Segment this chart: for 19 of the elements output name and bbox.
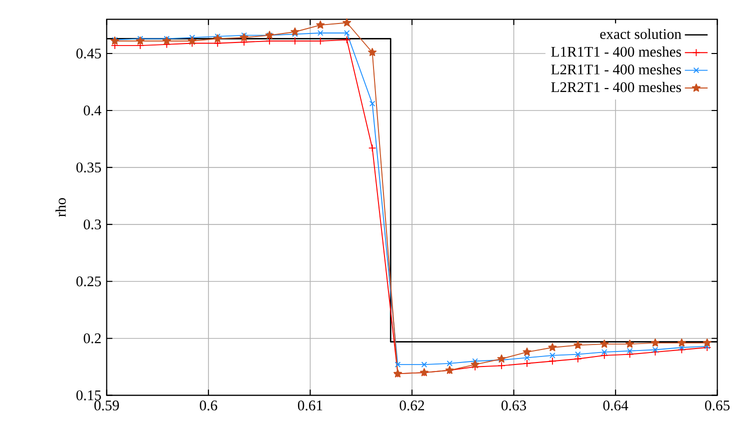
legend-label: L2R1T1 - 400 meshes bbox=[551, 64, 681, 74]
x-tick-label: 0.61 bbox=[298, 400, 322, 410]
y-tick-label: 0.45 bbox=[76, 48, 101, 58]
legend-label: L1R1T1 - 400 meshes bbox=[551, 46, 681, 57]
y-tick-label: 0.3 bbox=[84, 219, 101, 230]
x-tick-label: 0.63 bbox=[502, 400, 526, 410]
y-axis-title: rho bbox=[56, 198, 66, 217]
y-tick-label: 0.2 bbox=[84, 333, 101, 344]
x-tick-label: 0.65 bbox=[705, 400, 730, 410]
x-tick-label: 0.62 bbox=[400, 400, 424, 410]
x-tick-label: 0.64 bbox=[603, 400, 628, 410]
y-tick-label: 0.4 bbox=[84, 106, 102, 116]
legend-label: L2R2T1 - 400 meshes bbox=[551, 82, 681, 92]
y-tick-label: 0.25 bbox=[76, 276, 101, 286]
x-tick-label: 0.59 bbox=[94, 400, 119, 410]
legend-label: exact solution bbox=[600, 28, 682, 40]
y-tick-label: 0.35 bbox=[76, 162, 101, 172]
y-tick-label: 0.15 bbox=[76, 390, 101, 400]
x-tick-label: 0.6 bbox=[200, 400, 218, 410]
